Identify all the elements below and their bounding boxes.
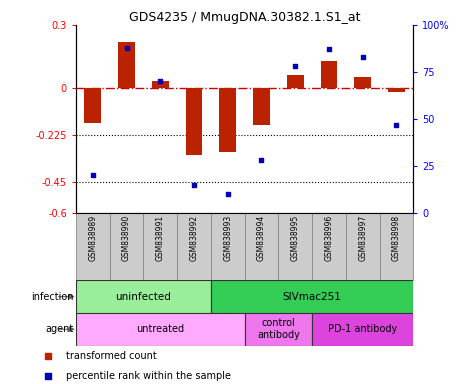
Bar — [211, 213, 245, 280]
Bar — [253, 88, 270, 125]
Point — [359, 54, 367, 60]
Point — [44, 353, 51, 359]
Text: GSM838997: GSM838997 — [358, 215, 367, 262]
Bar — [152, 81, 169, 88]
Point — [89, 172, 97, 179]
Bar — [177, 213, 211, 280]
Bar — [245, 313, 312, 346]
Bar — [76, 313, 245, 346]
Text: uninfected: uninfected — [115, 291, 171, 302]
Bar — [245, 213, 278, 280]
Bar — [388, 88, 405, 92]
Point — [393, 122, 400, 128]
Text: GSM838992: GSM838992 — [190, 215, 199, 261]
Bar — [143, 213, 177, 280]
Text: PD-1 antibody: PD-1 antibody — [328, 324, 397, 334]
Bar — [211, 280, 413, 313]
Text: control
antibody: control antibody — [257, 318, 300, 340]
Bar — [186, 88, 202, 155]
Point — [257, 157, 265, 164]
Point — [123, 45, 130, 51]
Title: GDS4235 / MmugDNA.30382.1.S1_at: GDS4235 / MmugDNA.30382.1.S1_at — [129, 11, 361, 24]
Bar — [354, 77, 371, 88]
Text: GSM838991: GSM838991 — [156, 215, 165, 261]
Bar — [110, 213, 143, 280]
Point — [292, 63, 299, 70]
Point — [224, 191, 232, 197]
Text: infection: infection — [31, 291, 74, 302]
Point — [44, 373, 51, 379]
Bar — [278, 213, 312, 280]
Bar — [76, 213, 110, 280]
Bar — [312, 313, 413, 346]
Text: SIVmac251: SIVmac251 — [283, 291, 342, 302]
Point — [325, 46, 332, 53]
Bar — [380, 213, 413, 280]
Point — [156, 78, 164, 84]
Bar — [287, 75, 304, 88]
Text: untreated: untreated — [136, 324, 184, 334]
Bar — [118, 42, 135, 88]
Bar — [76, 280, 211, 313]
Point — [190, 182, 198, 188]
Text: GSM838996: GSM838996 — [324, 215, 333, 262]
Text: GSM838993: GSM838993 — [223, 215, 232, 262]
Text: GSM838989: GSM838989 — [88, 215, 97, 261]
Text: percentile rank within the sample: percentile rank within the sample — [66, 371, 231, 381]
Bar — [312, 213, 346, 280]
Text: GSM838995: GSM838995 — [291, 215, 300, 262]
Text: transformed count: transformed count — [66, 351, 157, 361]
Text: GSM838998: GSM838998 — [392, 215, 401, 261]
Bar — [85, 88, 101, 123]
Text: GSM838994: GSM838994 — [257, 215, 266, 262]
Bar — [346, 213, 380, 280]
Text: agent: agent — [46, 324, 74, 334]
Bar — [321, 61, 337, 88]
Text: GSM838990: GSM838990 — [122, 215, 131, 262]
Bar — [219, 88, 236, 152]
